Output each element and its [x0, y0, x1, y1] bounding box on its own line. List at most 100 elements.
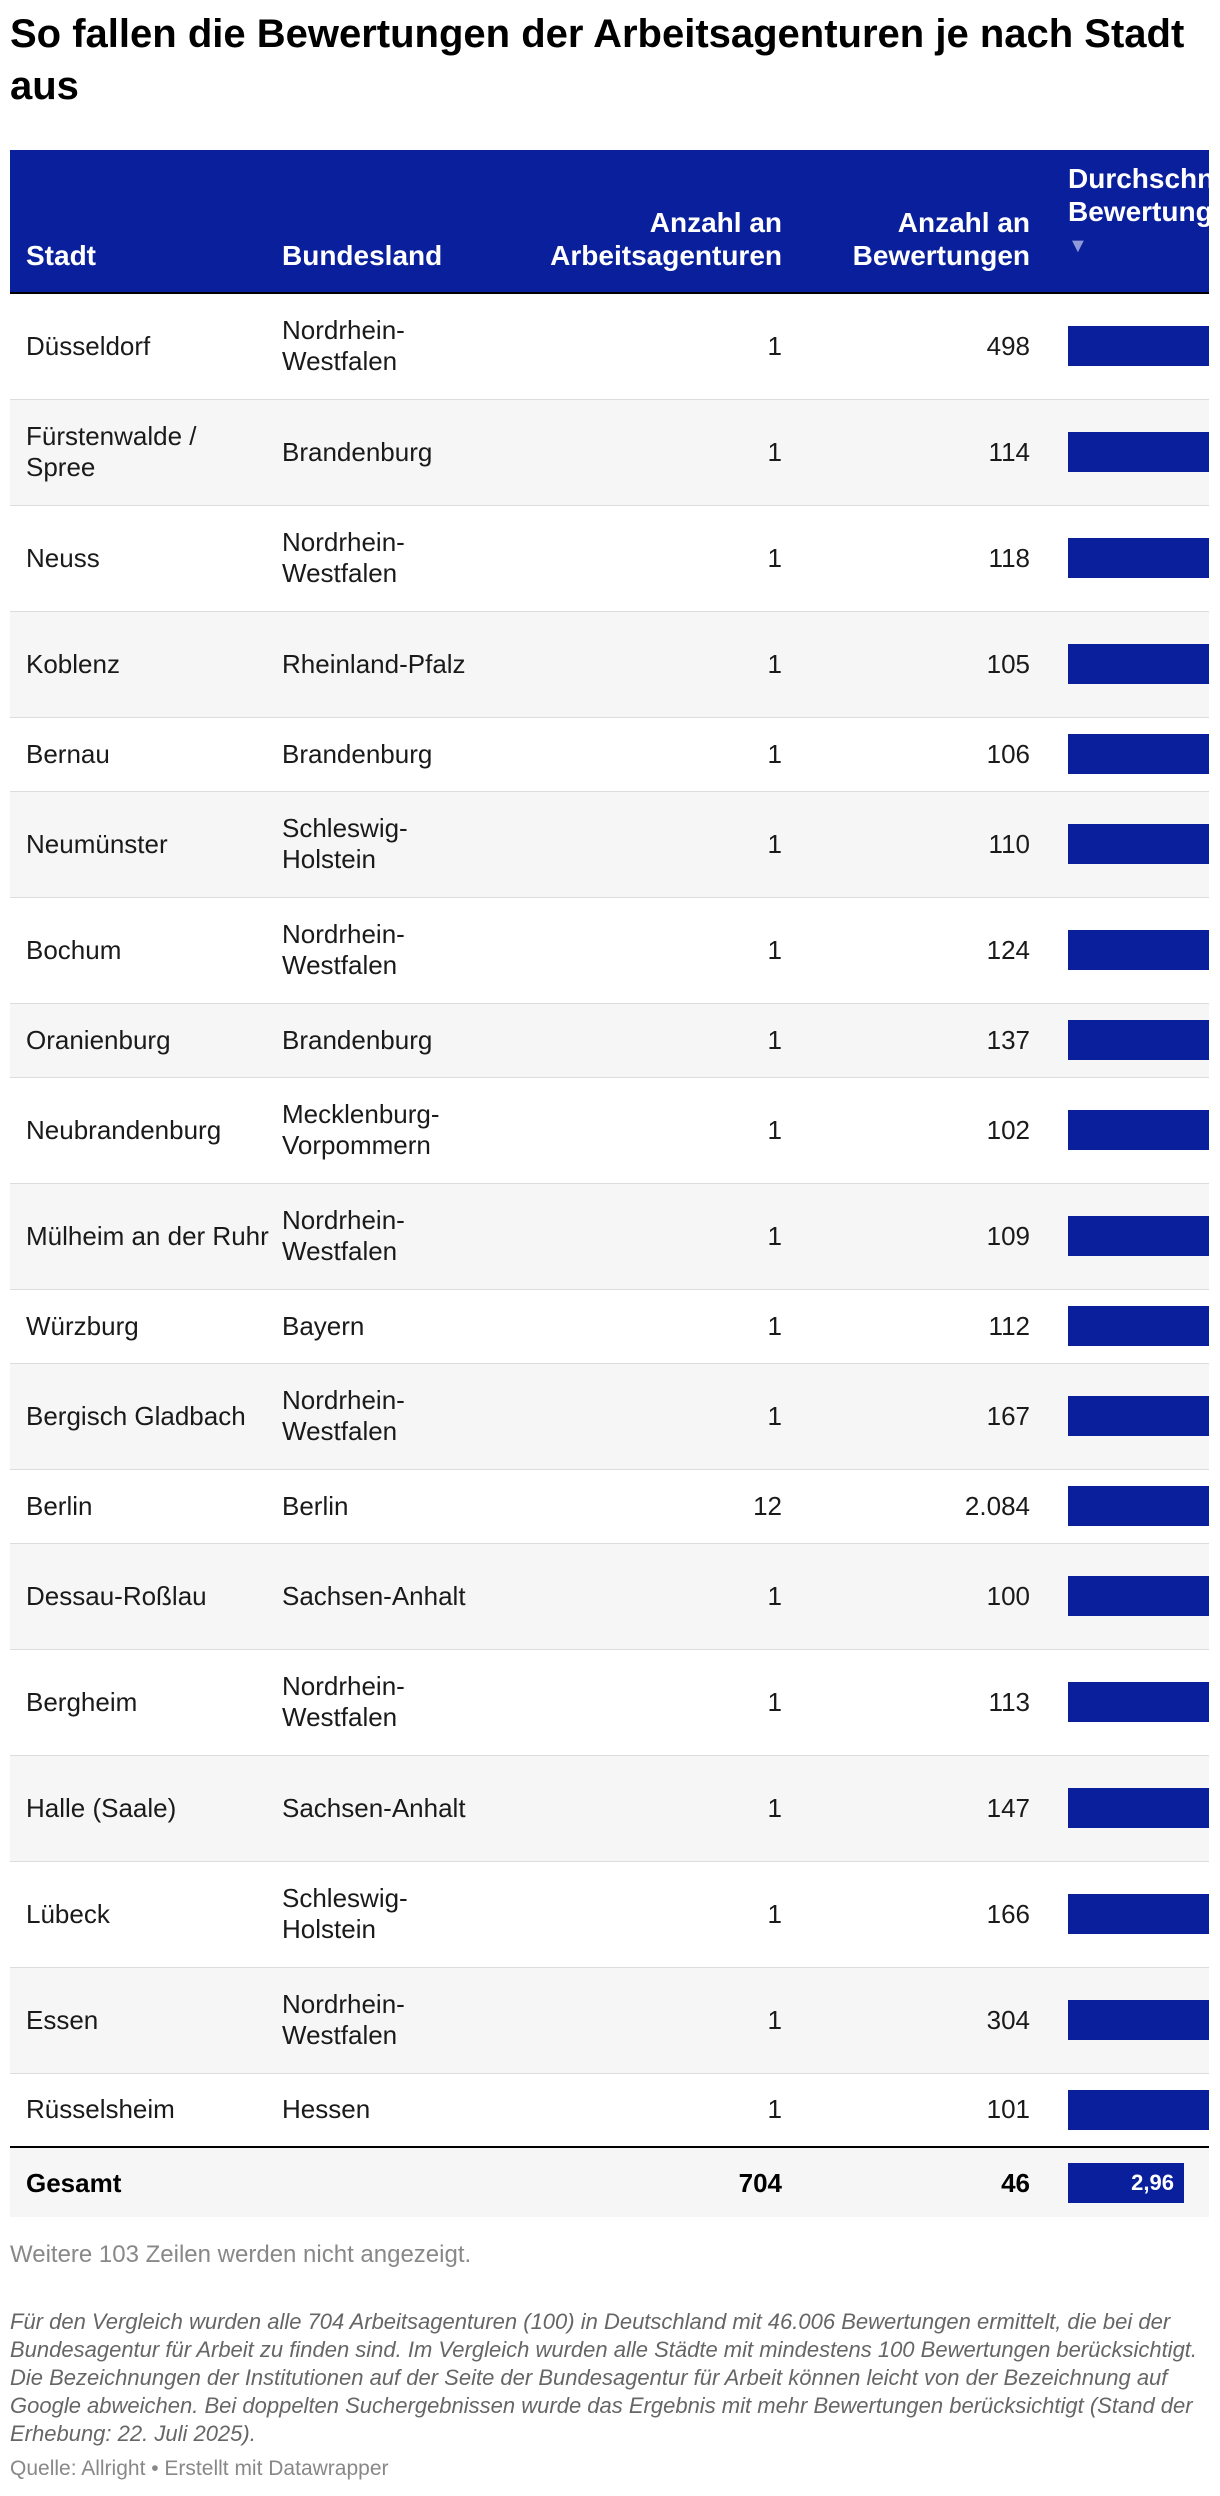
cell-bundesland: Nordrhein-Westfalen	[282, 293, 507, 400]
cell-durchschnitt: 3,90	[1030, 399, 1209, 506]
cell-bewertungen: 114	[782, 399, 1030, 506]
cell-bundesland: Nordrhein-Westfalen	[282, 1967, 507, 2074]
durchschnitt-bar: 3,50	[1068, 734, 1209, 774]
cell-agenturen: 1	[507, 1289, 782, 1364]
source-line: Quelle: Allright • Erstellt mit Datawrap…	[10, 2457, 389, 2480]
cell-durchschnitt: 3,30	[1030, 1967, 1209, 2074]
durchschnitt-bar: 3,30	[1068, 1682, 1209, 1722]
cell-agenturen: 12	[507, 1469, 782, 1544]
cell-durchschnitt: 3,50	[1030, 897, 1209, 1004]
durchschnitt-bar: 3,40	[1068, 1216, 1209, 1256]
cell-bundesland: Brandenburg	[282, 717, 507, 792]
cell-durchschnitt: 3,50	[1030, 1003, 1209, 1078]
cell-agenturen: 1	[507, 1649, 782, 1756]
cell-bewertungen: 124	[782, 897, 1030, 1004]
column-header-bundesland[interactable]: Bundesland	[282, 150, 507, 294]
cell-bundesland: Schleswig-Holstein	[282, 791, 507, 898]
cell-stadt: Bernau	[10, 717, 282, 792]
cell-bundesland: Mecklenburg-Vorpommern	[282, 1077, 507, 1184]
column-header-durchschnitt-line2: Bewertung	[1068, 196, 1209, 227]
cell-stadt: Fürstenwalde / Spree	[10, 399, 282, 506]
ratings-table: Stadt Bundesland Anzahl an Arbeitsagentu…	[10, 150, 1209, 2217]
cell-durchschnitt: 3,40	[1030, 1183, 1209, 1290]
cell-bundesland: Rheinland-Pfalz	[282, 611, 507, 718]
column-header-durchschnitt-line1: Durchschnittliche	[1068, 163, 1209, 194]
cell-bewertungen: 109	[782, 1183, 1030, 1290]
cell-bewertungen: 113	[782, 1649, 1030, 1756]
table-row: Neubrandenburg Mecklenburg-Vorpommern 1 102…	[10, 1077, 1209, 1184]
cell-bundesland: Berlin	[282, 1469, 507, 1544]
cell-bundesland: Nordrhein-Westfalen	[282, 897, 507, 1004]
cell-agenturen: 1	[507, 897, 782, 1004]
column-header-bewertungen-line1: Anzahl an	[897, 207, 1030, 238]
cell-durchschnitt: 3,30	[1030, 1649, 1209, 1756]
cell-bewertungen: 112	[782, 1289, 1030, 1364]
total-label: Gesamt	[10, 2146, 282, 2217]
cell-bewertungen: 102	[782, 1077, 1030, 1184]
cell-agenturen: 1	[507, 505, 782, 612]
cell-agenturen: 1	[507, 611, 782, 718]
cell-stadt: Rüsselsheim	[10, 2073, 282, 2148]
total-durchschnitt-bar: 2,96	[1068, 2163, 1184, 2203]
cell-agenturen: 1	[507, 1003, 782, 1078]
durchschnitt-bar: 3,30	[1068, 2000, 1209, 2040]
durchschnitt-bar: 3,30	[1068, 1894, 1209, 1934]
column-header-agenturen[interactable]: Anzahl an Arbeitsagenturen	[507, 150, 782, 294]
table-footer: Gesamt 704 46 2,96	[10, 2146, 1209, 2217]
cell-stadt: Düsseldorf	[10, 293, 282, 400]
table-viewport[interactable]: Stadt Bundesland Anzahl an Arbeitsagentu…	[10, 150, 1209, 2217]
cell-bundesland: Brandenburg	[282, 399, 507, 506]
column-header-bewertungen-line2: Bewertungen	[852, 240, 1030, 271]
total-bewertungen: 46	[782, 2146, 1030, 2217]
cell-stadt: Halle (Saale)	[10, 1755, 282, 1862]
cell-durchschnitt: 3,40	[1030, 1289, 1209, 1364]
table-body: DüsseldorfNordrhein-Westfalen14984,00Für…	[10, 293, 1209, 2148]
table-row: Mülheim an der Ruhr Nordrhein-Westfalen 1 1…	[10, 1183, 1209, 1290]
durchschnitt-bar: 3,40	[1068, 1396, 1209, 1436]
cell-agenturen: 1	[507, 1543, 782, 1650]
cell-bundesland: Nordrhein-Westfalen	[282, 505, 507, 612]
column-header-stadt[interactable]: Stadt	[10, 150, 282, 294]
durchschnitt-bar: 3,60	[1068, 538, 1209, 578]
cell-bewertungen: 101	[782, 2073, 1030, 2148]
table-row: Bergisch Gladbach Nordrhein-Westfalen 1 167…	[10, 1363, 1209, 1470]
column-header-durchschnitt[interactable]: Durchschnittliche Bewertung ▼	[1030, 150, 1209, 294]
cell-stadt: Bergheim	[10, 1649, 282, 1756]
durchschnitt-bar: 3,30	[1068, 1788, 1209, 1828]
cell-stadt: Dessau-Roßlau	[10, 1543, 282, 1650]
cell-bewertungen: 137	[782, 1003, 1030, 1078]
cell-bewertungen: 498	[782, 293, 1030, 400]
durchschnitt-bar: 3,40	[1068, 1110, 1209, 1150]
cell-bundesland: Sachsen-Anhalt	[282, 1755, 507, 1862]
cell-durchschnitt: 3,30	[1030, 1543, 1209, 1650]
cell-stadt: Essen	[10, 1967, 282, 2074]
cell-bundesland: Nordrhein-Westfalen	[282, 1649, 507, 1756]
cell-agenturen: 1	[507, 293, 782, 400]
cell-stadt: Bergisch Gladbach	[10, 1363, 282, 1470]
durchschnitt-bar: 4,00	[1068, 326, 1209, 367]
cell-durchschnitt: 3,30	[1030, 1755, 1209, 1862]
total-agenturen: 704	[507, 2146, 782, 2217]
column-header-agenturen-line2: Arbeitsagenturen	[550, 240, 782, 271]
cell-stadt: Neuss	[10, 505, 282, 612]
cell-durchschnitt: 3,50	[1030, 717, 1209, 792]
column-header-bewertungen[interactable]: Anzahl an Bewertungen	[782, 150, 1030, 294]
durchschnitt-bar: 3,31	[1068, 1486, 1209, 1526]
cell-bewertungen: 147	[782, 1755, 1030, 1862]
cell-bundesland: Sachsen-Anhalt	[282, 1543, 507, 1650]
column-header-agenturen-line1: Anzahl an	[649, 207, 782, 238]
durchschnitt-bar: 3,50	[1068, 1020, 1209, 1060]
total-bundesland-cell	[282, 2146, 507, 2217]
cell-stadt: Würzburg	[10, 1289, 282, 1364]
sort-descending-icon[interactable]: ▼	[1068, 235, 1088, 257]
